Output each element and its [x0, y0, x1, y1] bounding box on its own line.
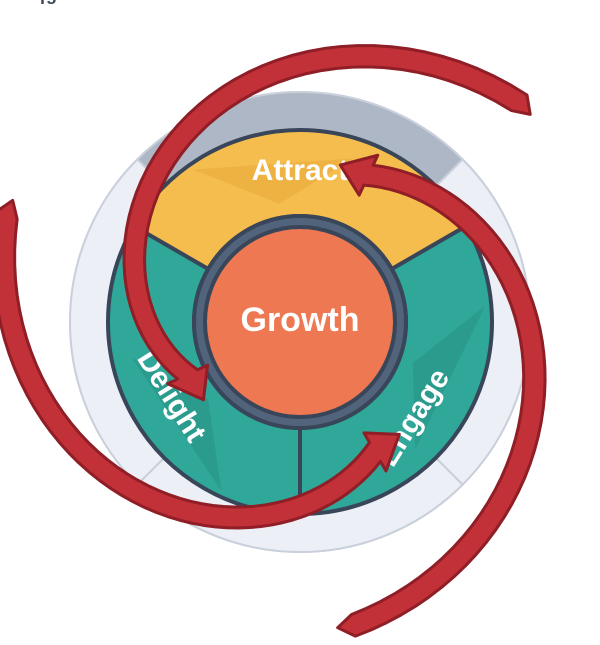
center-label: Growth [241, 301, 360, 339]
outer-label-promoters: Promoters [0, 0, 90, 4]
segment-label-attract: Attract [252, 154, 349, 187]
